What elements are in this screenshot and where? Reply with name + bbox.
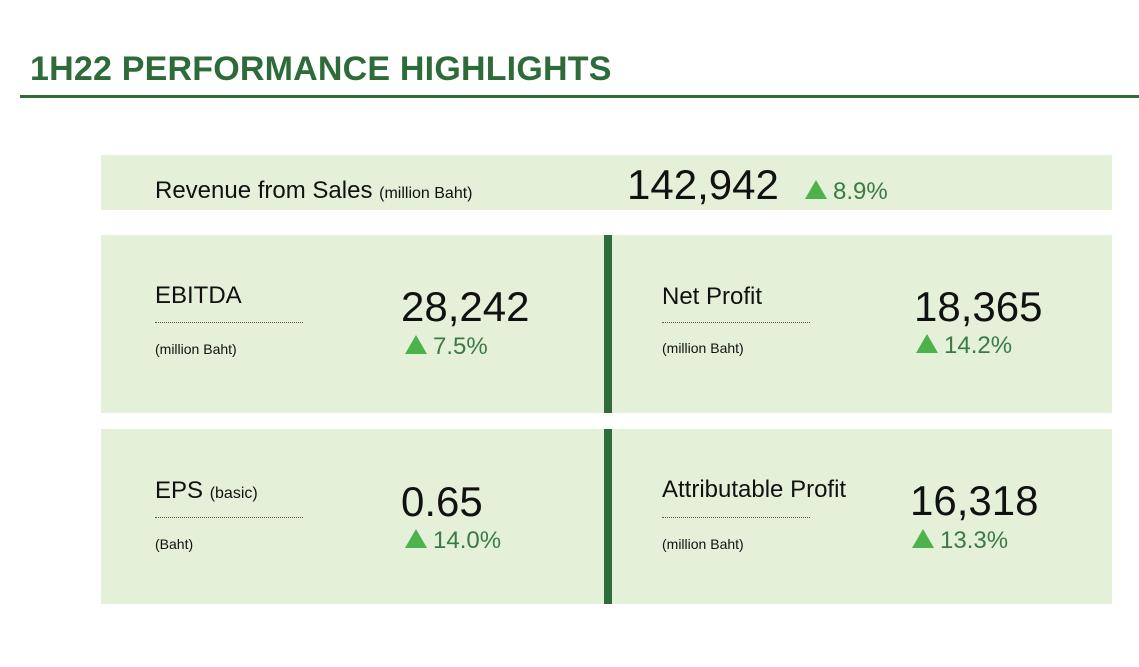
net-profit-unit: (million Baht) bbox=[662, 340, 744, 356]
revenue-change-group: 8.9% bbox=[805, 180, 888, 204]
triangle-up-icon bbox=[405, 529, 427, 548]
eps-panel: EPS (basic) (Baht) 0.65 14.0% bbox=[101, 429, 604, 604]
net-profit-change-group: 14.2% bbox=[916, 334, 1012, 358]
ebitda-value: 28,242 bbox=[401, 283, 530, 330]
triangle-up-icon bbox=[805, 180, 827, 199]
ebitda-change-group: 7.5% bbox=[405, 335, 488, 359]
title-underline bbox=[20, 95, 1139, 98]
attributable-profit-change: 13.3% bbox=[940, 527, 1009, 554]
revenue-change: 8.9% bbox=[833, 178, 888, 205]
triangle-up-icon bbox=[912, 529, 934, 548]
revenue-panel: Revenue from Sales (million Baht) 142,94… bbox=[101, 155, 1112, 210]
revenue-value: 142,942 bbox=[627, 161, 779, 208]
attributable-profit-label: Attributable Profit bbox=[662, 476, 847, 503]
ebitda-divider bbox=[155, 322, 303, 323]
net-profit-value: 18,365 bbox=[914, 283, 1043, 330]
triangle-up-icon bbox=[405, 335, 427, 354]
divider-bar-bottom bbox=[604, 429, 612, 604]
triangle-up-icon bbox=[916, 334, 938, 353]
net-profit-panel: Net Profit (million Baht) 18,365 14.2% bbox=[612, 235, 1112, 413]
divider-bar-top bbox=[604, 235, 612, 413]
net-profit-label: Net Profit bbox=[662, 283, 763, 310]
ebitda-unit: (million Baht) bbox=[155, 341, 237, 357]
revenue-label: Revenue from Sales bbox=[155, 177, 373, 204]
attributable-profit-change-group: 13.3% bbox=[912, 529, 1008, 553]
eps-unit: (Baht) bbox=[155, 536, 194, 552]
attributable-profit-unit: (million Baht) bbox=[662, 536, 744, 552]
net-profit-divider bbox=[662, 322, 810, 323]
attributable-profit-divider bbox=[662, 517, 810, 518]
revenue-unit: (million Baht) bbox=[379, 185, 473, 202]
eps-value: 0.65 bbox=[401, 478, 483, 525]
page-title: 1H22 PERFORMANCE HIGHLIGHTS bbox=[30, 50, 612, 88]
revenue-label-group: Revenue from Sales (million Baht) bbox=[155, 177, 472, 205]
ebitda-change: 7.5% bbox=[433, 333, 488, 360]
ebitda-panel: EBITDA (million Baht) 28,242 7.5% bbox=[101, 235, 604, 413]
eps-divider bbox=[155, 517, 303, 518]
eps-change: 14.0% bbox=[433, 527, 502, 554]
eps-label-group: EPS (basic) bbox=[155, 477, 258, 505]
ebitda-label: EBITDA bbox=[155, 282, 242, 309]
attributable-profit-panel: Attributable Profit (million Baht) 16,31… bbox=[612, 429, 1112, 604]
eps-change-group: 14.0% bbox=[405, 529, 501, 553]
eps-label: EPS bbox=[155, 477, 204, 504]
attributable-profit-value: 16,318 bbox=[910, 477, 1039, 524]
eps-qualifier: (basic) bbox=[209, 485, 258, 502]
net-profit-change: 14.2% bbox=[944, 332, 1013, 359]
